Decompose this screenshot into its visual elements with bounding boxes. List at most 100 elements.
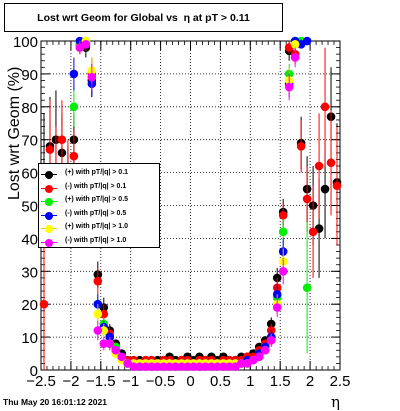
data-point [93,276,103,286]
date-stamp: Thu May 20 16:01:12 2021 [3,397,107,407]
y-tick-label: 90 [21,67,38,84]
data-point [105,339,115,348]
data-point [225,362,234,372]
x-tick-label: −2.5 [26,373,56,390]
data-point [81,39,91,49]
data-point [314,161,324,171]
data-point [302,283,312,293]
y-axis-label: Lost wrt Geom (%) [6,66,23,200]
x-tick-label: −2 [62,373,79,390]
legend-marker [45,184,53,193]
legend-label: (+) with pT/|q| > 1.0 [65,223,129,230]
data-point [165,362,174,372]
data-point [332,181,342,191]
data-point [326,158,336,168]
data-point [93,326,103,335]
y-tick-label: 100 [13,34,38,51]
chart-title-box: Lost wrt Geom for Global vs η at pT > 0.… [4,3,283,32]
data-point [177,362,186,372]
y-tick-label: 80 [21,100,38,117]
x-tick-label: 0.5 [210,373,231,390]
y-tick-label: 30 [21,264,38,281]
data-point [302,36,312,46]
data-point [45,145,55,154]
data-point [117,352,127,362]
series-5 [75,39,300,372]
data-point [278,227,288,237]
legend-marker [45,198,53,206]
data-point [290,53,300,62]
data-point [129,362,138,372]
x-tick-label: 2.5 [330,373,351,390]
x-tick-label: −1 [122,373,139,390]
data-point [272,303,282,312]
legend-marker [45,225,53,233]
legend-entry: (-) with pT/|q| > 0.5 [39,209,159,222]
data-point [141,362,150,372]
data-point [278,211,288,220]
data-point [39,299,49,309]
legend-marker [45,211,53,220]
legend-label: (-) with pT/|q| > 0.5 [65,209,127,217]
data-point [99,326,109,335]
data-series [39,36,342,372]
data-point [201,362,210,372]
data-point [320,102,330,112]
data-point [290,39,300,49]
x-tick-label: 1 [246,373,254,390]
data-point [69,102,79,112]
chart-title: Lost wrt Geom for Global vs η at pT > 0.… [37,12,250,24]
data-point [284,82,294,92]
y-tick-label: 0 [30,363,38,380]
legend-entry: (+) with pT/|q| > 1.0 [39,222,159,235]
data-point [237,359,246,368]
legend-label: (+) with pT/|q| > 0.1 [65,169,129,176]
legend: (+) with pT/|q| > 0.1 (-) with pT/|q| > 0… [38,163,160,248]
data-point [302,194,312,204]
legend-marker [45,171,53,179]
y-tick-label: 10 [21,330,38,347]
x-tick-label: −1.5 [86,373,116,390]
x-axis-label: η [331,393,340,411]
grid-lines [41,41,340,370]
x-tick-label: 1.5 [270,373,291,390]
data-point [207,362,216,372]
data-point [135,362,144,372]
data-point [171,362,180,372]
data-point [195,362,204,372]
legend-entry: (+) with pT/|q| > 0.1 [39,168,159,181]
data-point [254,352,264,362]
data-point [69,151,79,161]
data-point [87,72,97,82]
x-tick-label: −0.5 [146,373,176,390]
y-tick-label: 40 [21,231,38,248]
data-point [111,345,121,355]
x-tick-label: 0 [186,373,194,390]
data-point [308,227,318,237]
data-point [183,362,192,372]
data-point [159,362,168,372]
data-point [213,362,222,372]
data-point [147,362,156,372]
data-point [69,69,79,79]
data-point [93,309,103,319]
legend-label: (+) with pT/|q| > 0.5 [65,196,129,203]
data-point [278,267,288,276]
data-point [296,141,306,151]
x-tick-label: 2 [306,373,314,390]
data-point [260,345,270,355]
y-tick-label: 50 [21,199,38,216]
data-point [320,184,330,194]
y-tick-label: 20 [21,297,38,314]
legend-marker [45,238,53,247]
data-point [266,336,276,345]
y-tick-label: 60 [21,166,38,183]
data-point [99,309,109,319]
data-point [219,362,228,372]
legend-entry: (-) with pT/|q| > 0.1 [39,182,159,195]
legend-label: (-) with pT/|q| > 1.0 [65,236,127,244]
data-point [99,339,109,348]
data-point [189,362,198,372]
data-point [57,135,67,144]
